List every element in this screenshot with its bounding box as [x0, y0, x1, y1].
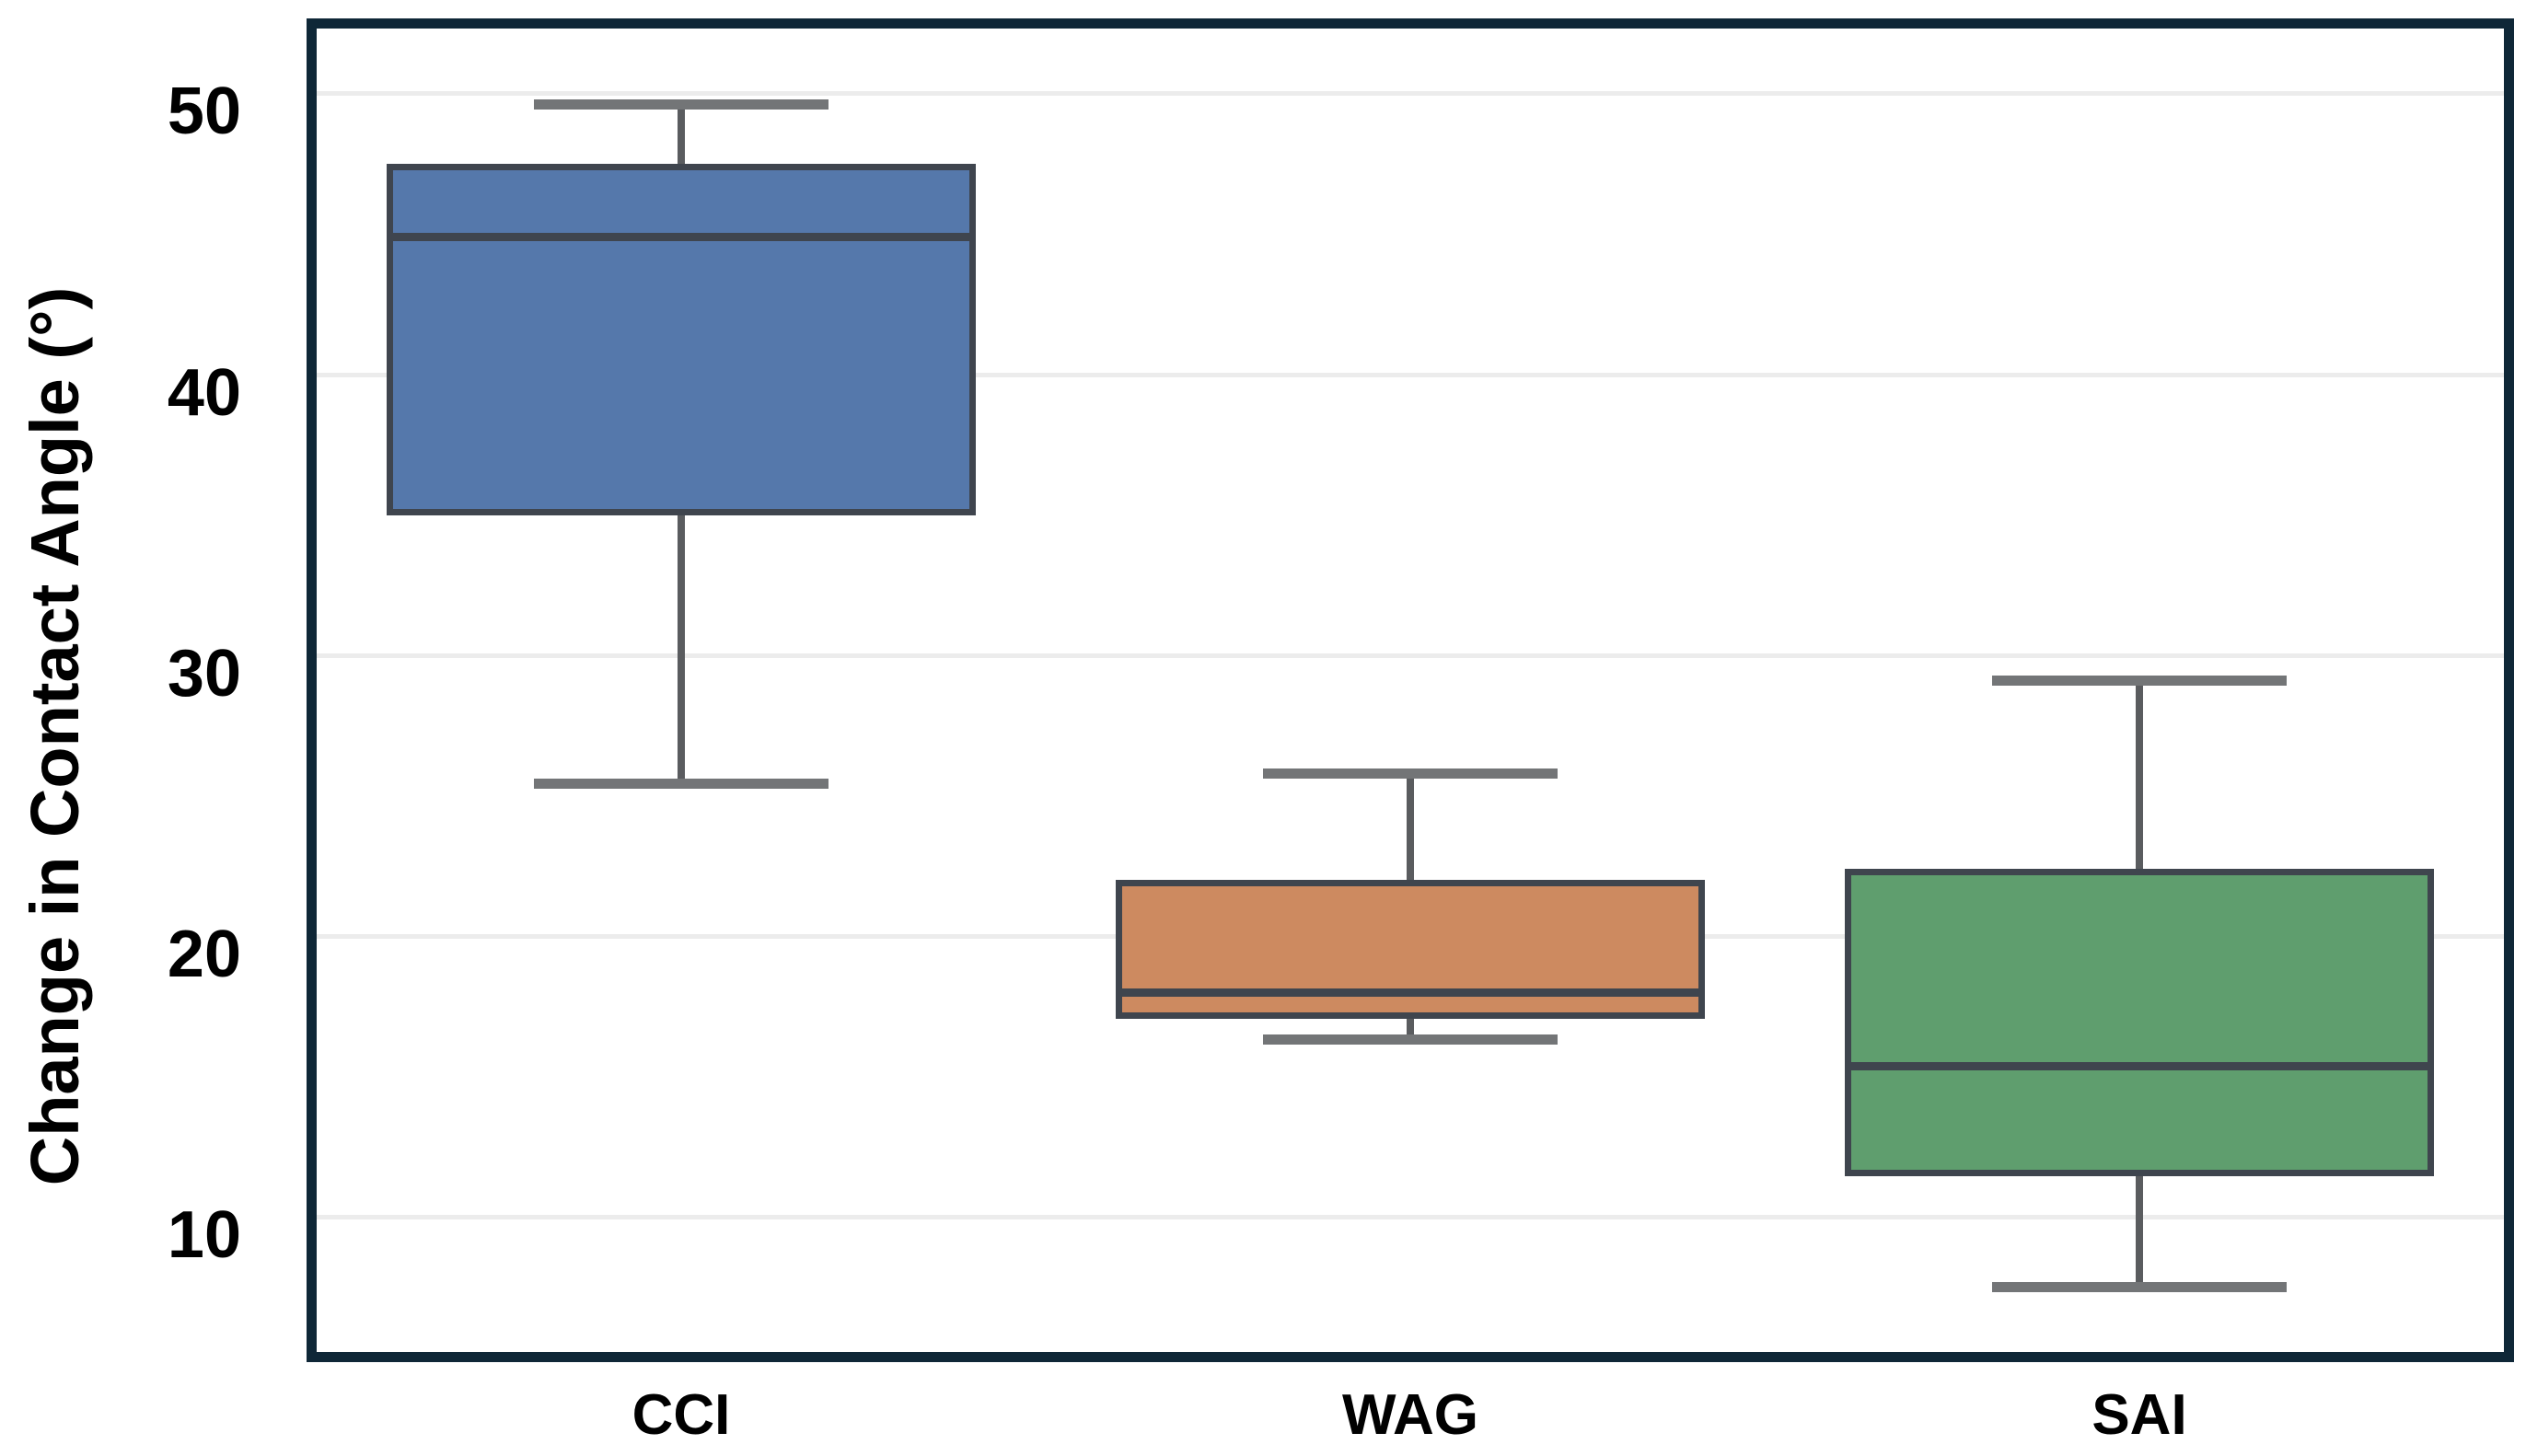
whisker-upper-SAI [2136, 680, 2143, 872]
median-CCI [387, 232, 976, 241]
whisker-upper-WAG [1407, 773, 1414, 884]
x-category-label-WAG: WAG [1341, 1383, 1479, 1447]
whisker-cap-top-SAI [1992, 676, 2287, 687]
whisker-cap-bottom-CCI [534, 779, 828, 790]
whisker-upper-CCI [678, 104, 685, 167]
y-tick-label-20: 20 [167, 918, 241, 992]
median-SAI [1845, 1061, 2434, 1070]
plot-area [307, 18, 2514, 1362]
whisker-cap-top-WAG [1263, 768, 1558, 780]
gridline-y-50 [317, 91, 2504, 97]
gridline-y-30 [317, 653, 2504, 658]
whisker-cap-bottom-SAI [1992, 1281, 2287, 1292]
y-tick-label-30: 30 [167, 636, 241, 711]
whisker-cap-top-CCI [534, 99, 828, 110]
whisker-lower-SAI [2136, 1172, 2143, 1288]
whisker-cap-bottom-WAG [1263, 1034, 1558, 1046]
y-tick-label-40: 40 [167, 355, 241, 430]
box-SAI [1845, 868, 2434, 1176]
x-category-label-CCI: CCI [632, 1383, 731, 1447]
whisker-lower-WAG [1407, 1014, 1414, 1041]
median-WAG [1116, 988, 1705, 998]
whisker-lower-CCI [678, 512, 685, 785]
y-tick-label-10: 10 [167, 1198, 241, 1273]
gridline-y-40 [317, 372, 2504, 377]
x-category-label-SAI: SAI [2091, 1383, 2187, 1447]
box-WAG [1116, 880, 1705, 1019]
y-tick-label-50: 50 [167, 75, 241, 149]
box-CCI [387, 163, 976, 516]
gridline-y-10 [317, 1215, 2504, 1220]
